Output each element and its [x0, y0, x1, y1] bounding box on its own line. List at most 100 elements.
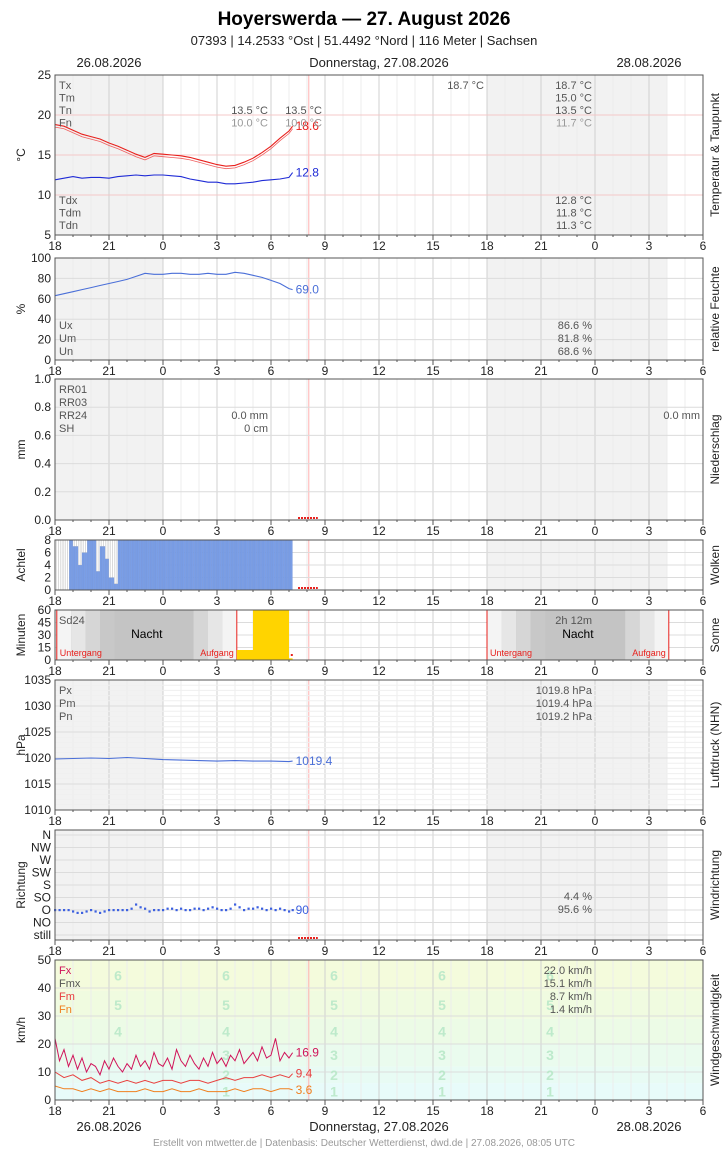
precip-ytick-label: 0.8 [34, 400, 51, 414]
cloud-bar [224, 539, 226, 591]
winddir-point [171, 907, 174, 910]
precip-xtick-label: 12 [372, 524, 386, 538]
pressure-stat-label: Pm [59, 698, 76, 710]
sun-xtick-label: 0 [160, 664, 167, 678]
wind_dir-xtick-label: 18 [480, 944, 494, 958]
cloud-bar [130, 539, 133, 591]
cloud-bar [83, 552, 86, 591]
night-2-fade [654, 610, 669, 660]
winddir-point [247, 907, 250, 910]
clouds-xtick-label: 21 [102, 594, 116, 608]
cloud-bar [105, 558, 108, 591]
cloud-bar [278, 539, 280, 591]
cloud-bar [242, 539, 244, 591]
winddir-point [252, 907, 255, 910]
cloud-bar [193, 539, 196, 591]
pressure-xtick-label: 3 [646, 814, 653, 828]
cloud-bar [128, 539, 131, 591]
cloud-bar [119, 539, 122, 591]
winddir-point [72, 910, 75, 913]
pressure-xtick-label: 18 [480, 814, 494, 828]
sun-bar [271, 610, 289, 660]
winddir-point [180, 907, 183, 910]
cloud-bar [254, 539, 257, 591]
clouds-xtick-label: 6 [268, 594, 275, 608]
precip-xtick-label: 6 [700, 524, 707, 538]
winddir-point [139, 906, 142, 909]
pressure-ytick-label: 1020 [24, 751, 51, 765]
winddir-point [261, 907, 264, 910]
winddir-point [148, 910, 151, 913]
cloud-clear-bar [60, 539, 63, 591]
precip-stat-day1: 0.0 mm [231, 410, 268, 422]
night-1-fade [100, 610, 115, 660]
wind_dir-xtick-label: 3 [214, 944, 221, 958]
clouds-ytick-label: 4 [44, 558, 51, 572]
humidity-ytick-label: 0 [44, 353, 51, 367]
dew-stat-right: 11.8 °C [556, 208, 592, 220]
cloud-clear-bar [63, 539, 66, 591]
precip-side-label: Niederschlag [708, 414, 722, 484]
night-1-fade [222, 610, 237, 660]
humidity-xtick-label: 21 [102, 364, 116, 378]
winddir-point [291, 909, 294, 912]
wind_speed-xtick-label: 0 [160, 1104, 167, 1118]
cloud-bar [272, 539, 275, 591]
night-2-fade [501, 610, 517, 660]
cloud-bar [186, 539, 189, 591]
windspeed-stat-right: 8.7 km/h [550, 991, 592, 1003]
cloud-bar [236, 539, 239, 591]
temp-ytick-label: 20 [38, 108, 52, 122]
wind_dir-xtick-label: 6 [700, 944, 707, 958]
cloud-bar [209, 539, 212, 591]
humidity-xtick-label: 12 [372, 364, 386, 378]
night-1-fade [71, 610, 86, 660]
windspeed-stat-right: 1.4 km/h [550, 1004, 592, 1016]
temp-series-taupunkt [54, 172, 294, 185]
precip-ytick-label: 1.0 [34, 372, 51, 386]
temp-xtick-label: 0 [160, 239, 167, 253]
cloud-clear-bar [81, 539, 84, 553]
cloud-bar [114, 583, 117, 591]
humidity-end-label: 69.0 [296, 283, 320, 297]
cloud-clear-bar [114, 539, 117, 584]
temp-xtick-label: 9 [322, 239, 329, 253]
cloud-bar [285, 539, 288, 591]
beaufort-number: 3 [330, 1047, 338, 1063]
night-2-fade [639, 610, 655, 660]
wind_speed-xtick-label: 21 [534, 1104, 548, 1118]
sun-bar [289, 658, 293, 660]
cloud-bar [247, 539, 250, 591]
cloud-bar [261, 539, 264, 591]
winddir-point [184, 909, 187, 912]
sun-xtick-label: 6 [268, 664, 275, 678]
cloud-bar [233, 539, 235, 591]
cloud-bar [78, 564, 81, 591]
cloud-bar [227, 539, 230, 591]
precip-ytick-label: 0.6 [34, 428, 51, 442]
sun-stat-right: 2h 12m [555, 615, 592, 627]
beaufort-number: 6 [546, 967, 554, 983]
sun-xtick-label: 21 [534, 664, 548, 678]
temp-stat-right: 11.7 °C [556, 118, 592, 130]
sun-xtick-label: 21 [102, 664, 116, 678]
humidity-xtick-label: 3 [646, 364, 653, 378]
cloud-bar [207, 539, 210, 591]
beaufort-number: 4 [114, 1023, 122, 1039]
night-1-fade [193, 610, 208, 660]
cloud-clear-bar [108, 539, 111, 578]
cloud-bar [222, 539, 225, 591]
sun-xtick-label: 0 [592, 664, 599, 678]
humidity-ylabel: % [14, 303, 28, 314]
footer-date-center: Donnerstag, 27.08.2026 [309, 1119, 449, 1134]
night-2-fade [530, 610, 546, 660]
pressure-xtick-label: 18 [48, 814, 62, 828]
winddir-point [58, 909, 61, 912]
cloud-bar [144, 539, 147, 591]
temp-stat-label: Tn [59, 105, 72, 117]
clouds-ytick-label: 6 [44, 546, 51, 560]
cloud-bar [173, 539, 176, 591]
cloud-bar [243, 539, 246, 591]
